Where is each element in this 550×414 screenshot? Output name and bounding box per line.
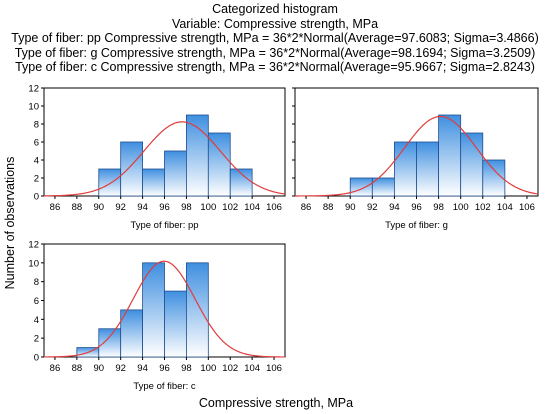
chart-title: Categorized histogram	[212, 2, 338, 16]
type-of-fiber-pp-bar-100-102	[207, 132, 231, 197]
type-of-fiber-pp-y-tick-label-6: 6	[34, 138, 39, 149]
type-of-fiber-pp-x-tick-label-92: 92	[115, 202, 126, 213]
type-of-fiber-g-x-tick-label-86: 86	[301, 202, 312, 213]
type-of-fiber-pp-x-tick-label-90: 90	[93, 202, 104, 213]
chart-subtitle: Variable: Compressive strength, MPa	[171, 16, 379, 31]
fit-line-g: Type of fiber: g Compressive strength, M…	[14, 45, 536, 60]
type-of-fiber-c-y-tick-label-2: 2	[34, 334, 39, 345]
type-of-fiber-c-x-tick-label-88: 88	[72, 363, 83, 374]
type-of-fiber-pp-x-tick-label-100: 100	[200, 202, 216, 213]
type-of-fiber-c-x-tick-label-98: 98	[181, 363, 192, 374]
type-of-fiber-g-x-tick-label-94: 94	[389, 202, 400, 213]
type-of-fiber-pp-bar-94-96	[142, 168, 165, 197]
type-of-fiber-pp-bar-96-98	[164, 150, 187, 197]
type-of-fiber-g-x-tick-label-90: 90	[345, 202, 356, 213]
type-of-fiber-pp-x-tick-label-86: 86	[50, 202, 61, 213]
type-of-fiber-g-bar-96-98	[416, 141, 439, 197]
type-of-fiber-pp-bar-92-94	[120, 141, 143, 197]
type-of-fiber-pp-x-tick-label-106: 106	[266, 202, 282, 213]
type-of-fiber-c-x-tick-label-96: 96	[159, 363, 170, 374]
type-of-fiber-g-x-tick-label-106: 106	[519, 202, 535, 213]
type-of-fiber-pp-y-tick-label-12: 12	[28, 84, 39, 95]
type-of-fiber-c-y-tick-label-8: 8	[34, 277, 39, 288]
type-of-fiber-pp-panel-label: Type of fiber: pp	[130, 220, 198, 231]
type-of-fiber-c-panel-label: Type of fiber: c	[133, 381, 196, 392]
type-of-fiber-g-x-tick-label-104: 104	[497, 202, 513, 213]
x-axis-title: Compressive strength, MPa	[199, 396, 353, 410]
type-of-fiber-pp-y-tick-label-8: 8	[34, 120, 39, 131]
type-of-fiber-c-y-tick-label-12: 12	[28, 240, 39, 251]
type-of-fiber-pp-y-tick-label-0: 0	[34, 192, 39, 203]
type-of-fiber-c-y-tick-label-0: 0	[34, 353, 39, 364]
type-of-fiber-c-x-tick-label-94: 94	[137, 363, 148, 374]
type-of-fiber-c-x-tick-label-102: 102	[222, 363, 238, 374]
type-of-fiber-pp-y-tick-label-4: 4	[34, 156, 39, 167]
type-of-fiber-c-x-tick-label-106: 106	[266, 363, 282, 374]
type-of-fiber-pp-x-tick-label-104: 104	[244, 202, 260, 213]
type-of-fiber-pp-x-tick-label-98: 98	[181, 202, 192, 213]
type-of-fiber-c-y-tick-label-6: 6	[34, 296, 39, 307]
type-of-fiber-g-x-tick-label-92: 92	[367, 202, 378, 213]
type-of-fiber-g-x-tick-label-100: 100	[453, 202, 469, 213]
type-of-fiber-pp-normal-curve	[43, 121, 286, 197]
type-of-fiber-c-bar-92-94	[120, 309, 143, 358]
type-of-fiber-g-x-tick-label-98: 98	[433, 202, 444, 213]
type-of-fiber-g-bar-98-100	[438, 114, 462, 197]
type-of-fiber-c-y-tick-label-4: 4	[34, 315, 39, 326]
type-of-fiber-g-bar-102-104	[482, 159, 506, 197]
type-of-fiber-c-bar-98-100	[186, 262, 209, 358]
type-of-fiber-c-x-tick-label-100: 100	[200, 363, 216, 374]
type-of-fiber-g-x-tick-label-96: 96	[411, 202, 422, 213]
type-of-fiber-c-y-tick-label-10: 10	[28, 258, 39, 269]
y-axis-title: Number of observations	[3, 157, 17, 290]
type-of-fiber-c-x-tick-label-92: 92	[115, 363, 126, 374]
type-of-fiber-pp-bar-90-92	[98, 168, 122, 197]
type-of-fiber-c-bar-96-98	[164, 290, 187, 358]
type-of-fiber-g-normal-curve	[295, 115, 539, 197]
type-of-fiber-g-x-tick-label-88: 88	[323, 202, 334, 213]
type-of-fiber-c-x-tick-label-90: 90	[93, 363, 104, 374]
type-of-fiber-pp-x-tick-label-88: 88	[72, 202, 83, 213]
type-of-fiber-pp-y-tick-label-2: 2	[34, 174, 39, 185]
type-of-fiber-c-x-tick-label-104: 104	[244, 363, 260, 374]
type-of-fiber-pp-x-tick-label-102: 102	[222, 202, 238, 213]
chart-header: Categorized histogram Variable: Compress…	[0, 2, 550, 75]
type-of-fiber-g-bar-90-92	[349, 177, 373, 197]
fit-line-c: Type of fiber: c Compressive strength, M…	[15, 60, 535, 75]
type-of-fiber-pp-x-tick-label-94: 94	[137, 202, 148, 213]
type-of-fiber-g-bar-94-96	[394, 141, 417, 197]
type-of-fiber-g-x-tick-label-102: 102	[475, 202, 491, 213]
type-of-fiber-c-normal-curve	[43, 260, 285, 358]
type-of-fiber-pp-y-tick-label-10: 10	[28, 102, 39, 113]
type-of-fiber-c-x-tick-label-86: 86	[50, 363, 61, 374]
fit-line-pp: Type of fiber: pp Compressive strength, …	[11, 31, 539, 46]
type-of-fiber-g-panel-label: Type of fiber: g	[385, 220, 448, 231]
type-of-fiber-c-bar-90-92	[98, 328, 122, 358]
type-of-fiber-pp-x-tick-label-96: 96	[159, 202, 170, 213]
